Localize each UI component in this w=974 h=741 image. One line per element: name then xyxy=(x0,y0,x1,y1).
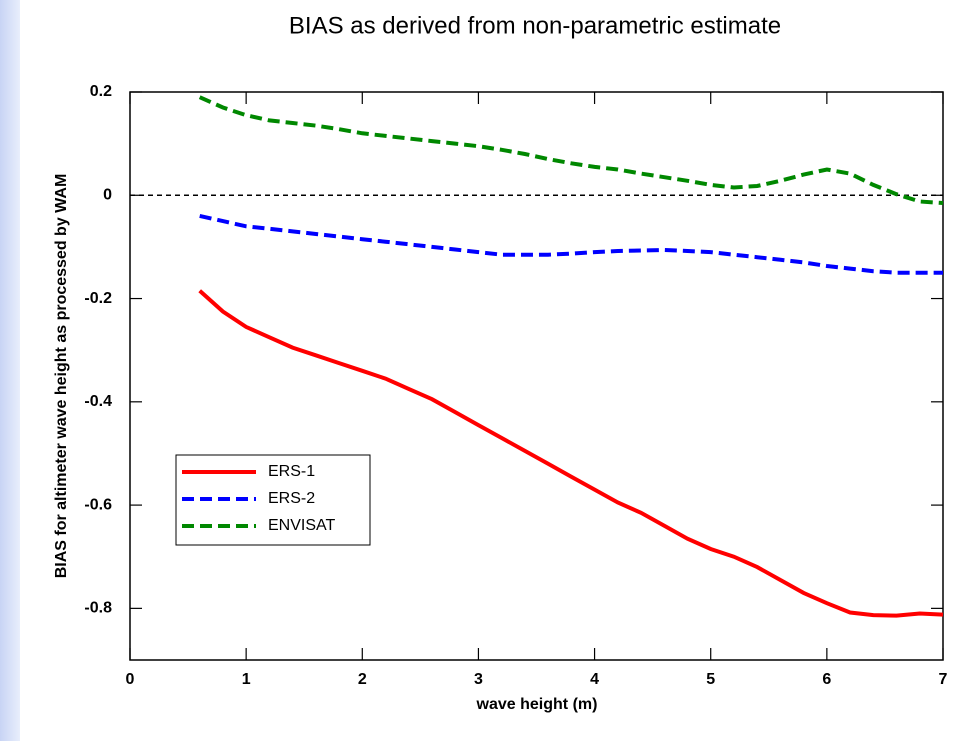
x-tick-label: 5 xyxy=(706,671,715,688)
y-tick-label: -0.4 xyxy=(84,393,112,410)
legend: ERS-1 ERS-2 ENVISAT xyxy=(175,454,371,546)
y-axis-label: BIAS for altimeter wave height as proces… xyxy=(53,174,70,579)
legend-label: ERS-1 xyxy=(268,463,315,480)
series-line xyxy=(199,213,943,275)
y-tick-label: 0.2 xyxy=(90,83,112,100)
y-tick-label: 0 xyxy=(103,186,112,203)
x-tick-label: 1 xyxy=(242,671,251,688)
x-tick-label: 4 xyxy=(590,671,599,688)
legend-label: ERS-2 xyxy=(268,490,315,507)
series-line xyxy=(198,95,944,205)
x-tick-label: 3 xyxy=(474,671,483,688)
x-tick-label: 7 xyxy=(939,671,948,688)
x-tick-label: 0 xyxy=(126,671,135,688)
y-tick-label: -0.2 xyxy=(84,290,112,307)
y-tick-label: -0.6 xyxy=(84,496,112,513)
legend-label: ENVISAT xyxy=(268,517,336,534)
series-line xyxy=(198,289,944,618)
x-tick-label: 6 xyxy=(822,671,831,688)
x-axis-label: wave height (m) xyxy=(476,696,598,713)
chart-title: BIAS as derived from non-parametric esti… xyxy=(289,12,781,39)
plot-frame xyxy=(129,91,944,661)
x-tick-label: 2 xyxy=(358,671,367,688)
side-strip xyxy=(0,0,20,741)
y-tick-label: -0.8 xyxy=(84,600,112,617)
